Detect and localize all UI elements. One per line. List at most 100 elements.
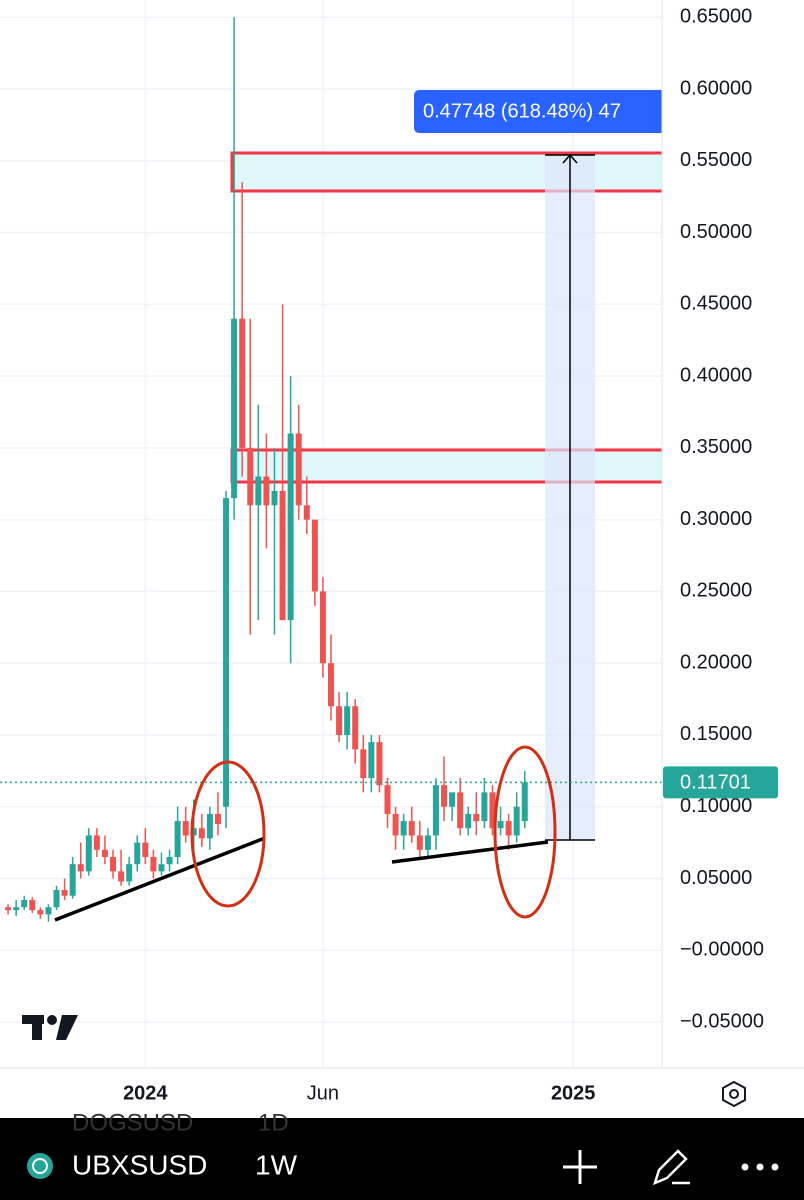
candle-body (182, 821, 189, 836)
y-tick-label: −0.05000 (680, 1010, 764, 1032)
candle-body (29, 900, 36, 911)
candle-body (328, 663, 334, 707)
y-tick-label: 0.65000 (680, 6, 752, 28)
candle-body (101, 849, 108, 857)
candle-body (441, 785, 448, 807)
candle-body (311, 519, 318, 592)
candle-body (174, 821, 181, 857)
symbol-icon[interactable] (27, 1153, 53, 1179)
highlight-circle (190, 760, 266, 908)
candle-body (134, 842, 141, 865)
candle-body (223, 498, 230, 807)
candle-body (432, 785, 439, 836)
highlight-circle (493, 745, 557, 919)
candle-body (416, 835, 423, 850)
candle-body (85, 835, 92, 872)
draw-button[interactable] (653, 1149, 690, 1186)
candle-body (319, 591, 326, 664)
symbol[interactable]: UBXSUSD (72, 1149, 207, 1180)
candle-body (150, 856, 157, 872)
candle-body (255, 476, 262, 506)
ghost-symbol: DOGSUSD (72, 1109, 193, 1136)
candles (0, 17, 662, 922)
y-tick-label: 0.05000 (680, 867, 752, 889)
resistance-zone (230, 151, 666, 193)
y-tick-label: 0.15000 (680, 723, 752, 745)
settings-icon[interactable] (722, 1080, 746, 1108)
candle-body (190, 828, 197, 836)
candle-body (336, 706, 343, 735)
x-axis: 2024 Jun 2025 (123, 1082, 595, 1104)
y-tick-label: −0.00000 (680, 939, 764, 961)
more-button[interactable] (741, 1163, 779, 1171)
y-axis: 0.65000 0.60000 0.55000 0.50000 0.45000 0.400… (663, 6, 778, 1032)
candle-body (376, 742, 383, 786)
candle-body (287, 433, 294, 621)
candle-body (247, 447, 254, 506)
candle-body (239, 318, 246, 448)
interval[interactable]: 1W (255, 1149, 298, 1180)
candle-body (263, 476, 270, 506)
y-tick-label: 0.30000 (680, 508, 752, 530)
candle-body (295, 433, 302, 506)
candle-body (481, 792, 488, 822)
candle-body (505, 821, 512, 836)
candle-body (400, 821, 407, 836)
candle-body (21, 900, 28, 908)
y-tick-label: 0.20000 (680, 651, 752, 673)
candle-body (408, 821, 415, 836)
candle-body (489, 792, 496, 829)
y-tick-label: 0.50000 (680, 221, 752, 243)
candle-body (214, 813, 221, 824)
x-tick-label: 2025 (551, 1082, 596, 1104)
candle-body (93, 835, 100, 850)
tradingview-logo (22, 1015, 78, 1040)
candle-body (521, 782, 528, 822)
y-tick-label: 0.60000 (680, 77, 752, 99)
candle-body (53, 890, 60, 908)
y-tick-label: 0.40000 (680, 364, 752, 386)
x-tick-label: 2024 (123, 1082, 168, 1104)
candle-body (61, 890, 68, 896)
y-tick-label: 0.35000 (680, 436, 752, 458)
candle-body (198, 828, 205, 839)
candle-body (13, 907, 20, 911)
candle-body (126, 864, 133, 882)
measure-label-box (414, 90, 674, 133)
measure-label: 0.47748 (618.48%) 47 (423, 100, 621, 122)
candle-body (231, 318, 238, 499)
candle-body (449, 792, 456, 807)
last-price-label: 0.11701 (680, 772, 751, 794)
x-tick-label: Jun (307, 1082, 339, 1104)
candle-body (465, 813, 472, 829)
candle-body (424, 835, 431, 850)
candle-body (271, 490, 278, 506)
trendline (54, 836, 266, 922)
y-tick-label: 0.45000 (680, 293, 752, 315)
candle-body (279, 490, 286, 621)
y-tick-label: 0.25000 (680, 580, 752, 602)
candle-body (158, 864, 165, 872)
candle-body (344, 706, 351, 735)
candle-body (206, 813, 213, 839)
candle-body (368, 742, 375, 779)
y-tick-label: 0.10000 (680, 795, 752, 817)
candle-body (118, 871, 125, 882)
candle-body (457, 792, 464, 829)
y-tick-label: 0.55000 (680, 149, 752, 171)
candle-body (303, 505, 310, 520)
candle-body (37, 910, 44, 915)
candle-body (473, 813, 480, 822)
candle-body (142, 842, 149, 857)
candle-body (360, 749, 367, 779)
candle-body (77, 864, 84, 872)
candle-body (5, 907, 12, 911)
candle-body (384, 785, 391, 814)
candle-body (69, 864, 76, 896)
candle-body (110, 856, 117, 872)
candle-body (352, 706, 359, 750)
add-button[interactable] (563, 1150, 597, 1184)
last-price-box (663, 766, 778, 799)
candle-body (392, 813, 399, 836)
